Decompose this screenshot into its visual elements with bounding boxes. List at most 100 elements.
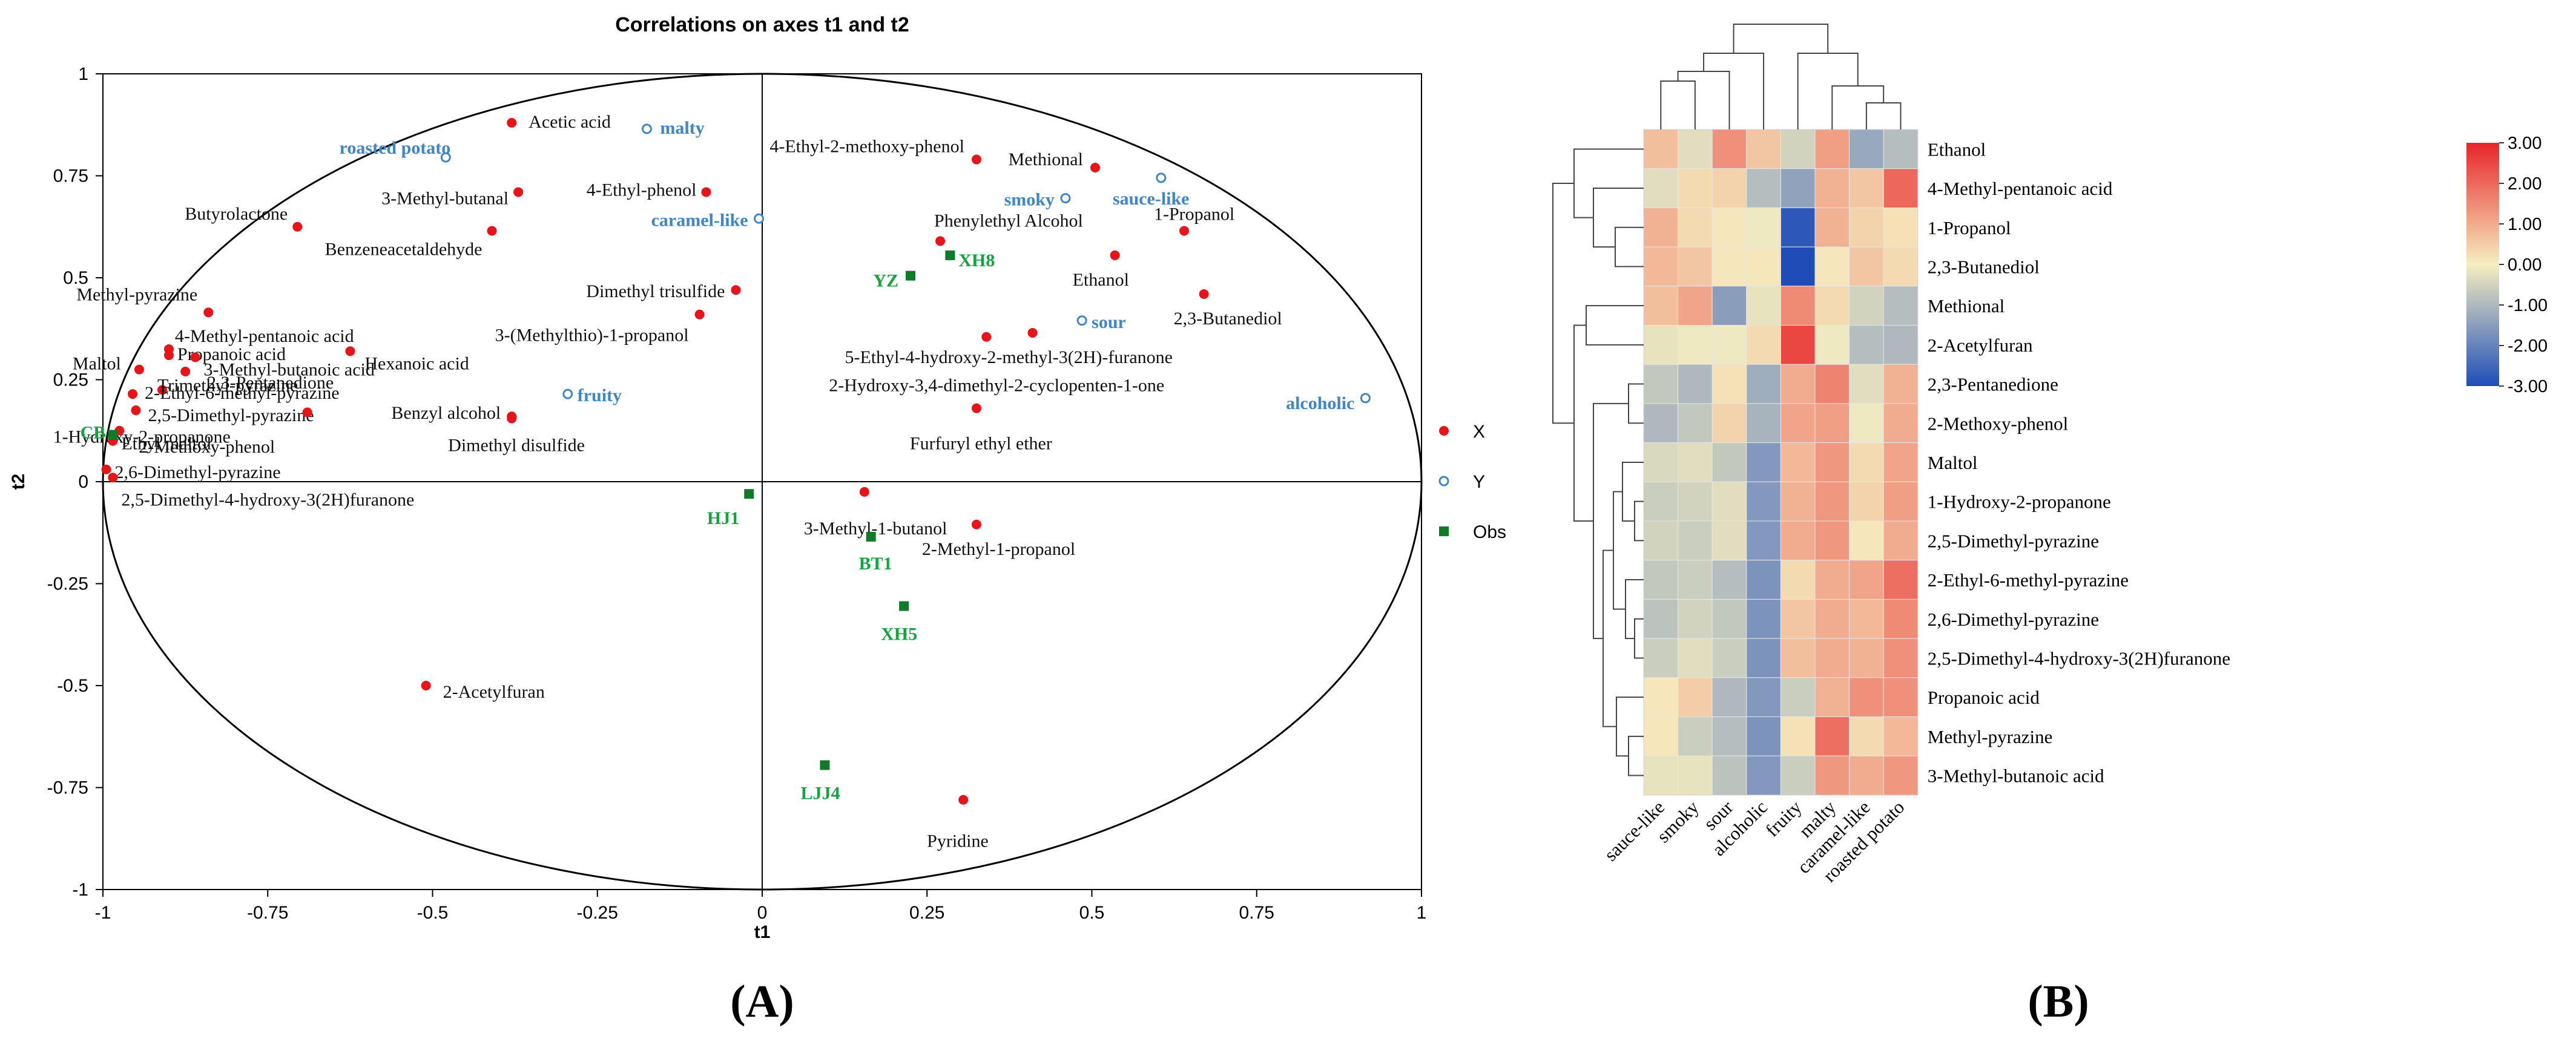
- heatmap-cell: [1814, 325, 1850, 365]
- heatmap-cell: [1711, 403, 1747, 444]
- heatmap-row-label: Ethanol: [1928, 139, 1986, 160]
- heatmap-cell: [1643, 598, 1679, 639]
- dendrogram-link: [1628, 383, 1644, 424]
- heatmap-cell: [1711, 755, 1747, 796]
- heatmap-cell: [1711, 325, 1747, 365]
- point-label: Maltol: [73, 354, 121, 374]
- heatmap-cell: [1711, 716, 1747, 756]
- heatmap-cell: [1780, 403, 1816, 444]
- panel-label-b: (B): [2028, 976, 2089, 1027]
- heatmap-cell: [1780, 207, 1816, 247]
- dendrogram-link: [1573, 148, 1644, 218]
- x-variable-point: [157, 385, 168, 395]
- point-label: Butyrolactone: [185, 204, 288, 224]
- heatmap-cell: [1883, 129, 1919, 169]
- heatmap-cell: [1814, 481, 1850, 522]
- y-tick-label: 0.5: [63, 268, 88, 288]
- heatmap-cell: [1814, 364, 1850, 404]
- dendrogram-link: [1628, 735, 1644, 776]
- dendrogram-link: [1634, 618, 1644, 659]
- colorbar-tick-label: -3.00: [2508, 377, 2548, 396]
- legend-label: Obs: [1473, 522, 1506, 542]
- point-label: CB: [81, 422, 106, 442]
- heatmap-cell: [1849, 286, 1884, 326]
- dendrogram-link: [1586, 305, 1644, 346]
- point-label: YZ: [873, 271, 898, 291]
- heatmap-cell: [1780, 364, 1816, 404]
- heatmap-cell: [1678, 481, 1713, 522]
- point-label: 2,3-Butanediol: [1174, 309, 1282, 329]
- x-tick-label: -0.75: [247, 903, 288, 923]
- x-tick-label: 0.75: [1239, 903, 1274, 923]
- series-y: malty roasted potato caramel-like smoky sauc…: [340, 118, 1371, 413]
- heatmap-cell: [1711, 246, 1747, 287]
- point-label: 2,6-Dimethyl-pyrazine: [114, 462, 280, 482]
- heatmap-cell: [1883, 560, 1919, 600]
- x-variable-point: [128, 389, 138, 399]
- heatmap-cell: [1711, 442, 1747, 482]
- y-tick-label: -0.25: [47, 574, 88, 594]
- heatmap-cell: [1883, 755, 1919, 796]
- heatmap-cell: [1643, 755, 1679, 796]
- legend-marker-y: [1438, 476, 1449, 487]
- heatmap-row-label: 2,3-Pentanedione: [1928, 374, 2058, 395]
- heatmap-cell: [1746, 403, 1781, 444]
- point-label: Furfuryl ethyl ether: [910, 434, 1052, 454]
- heatmap-row-label: Maltol: [1928, 452, 1978, 473]
- heatmap-cell: [1814, 442, 1850, 482]
- point-label: XH8: [958, 251, 995, 270]
- heatmap-cell: [1746, 325, 1781, 365]
- point-label: Hexanoic acid: [364, 353, 469, 373]
- point-label: 2-Hydroxy-3,4-dimethyl-2-cyclopenten-1-o…: [829, 376, 1164, 396]
- point-label: Phenylethyl Alcohol: [934, 211, 1083, 231]
- point-label: 2-Methoxy-phenol: [139, 437, 275, 457]
- x-variable-point: [190, 352, 200, 362]
- heatmap-cell: [1814, 207, 1850, 247]
- heatmap-cell: [1711, 638, 1747, 678]
- heatmap-cell: [1780, 286, 1816, 326]
- point-label: 2-Ethyl-6-methyl-pyrazine: [145, 383, 340, 403]
- heatmap-cell: [1883, 325, 1919, 365]
- point-label: 2,3-Pentanedione: [207, 373, 334, 393]
- heatmap-column-label: fruity: [1761, 796, 1806, 841]
- point-label: alcoholic: [1286, 393, 1354, 413]
- x-tick-label: 1: [1417, 903, 1427, 923]
- point-label: Ethyl maltol: [121, 434, 211, 454]
- colorbar-tick-label: 0.00: [2508, 255, 2541, 275]
- column-dendrogram: [1660, 24, 1902, 129]
- point-label: 3-(Methylthio)-1-propanol: [495, 326, 689, 346]
- colorbar-tick-label: 3.00: [2508, 134, 2541, 153]
- heatmap-cell: [1746, 598, 1781, 639]
- point-label: caramel-like: [651, 210, 748, 230]
- dendrogram-link: [1703, 53, 1765, 129]
- heatmap-cell: [1849, 520, 1884, 561]
- heatmap-cell: [1814, 403, 1850, 444]
- heatmap-cell: [1849, 129, 1884, 169]
- x-tick-label: 0.25: [909, 903, 944, 923]
- heatmap-row-label: 2-Ethyl-6-methyl-pyrazine: [1928, 569, 2129, 591]
- x-variable-point: [1027, 327, 1038, 338]
- x-variable-point: [180, 367, 191, 377]
- point-label: XH5: [881, 624, 917, 644]
- heatmap-cell: [1849, 755, 1884, 796]
- heatmap-cell: [1814, 716, 1850, 756]
- y-tick-label: -1: [72, 880, 88, 900]
- heatmap-cell: [1814, 677, 1850, 718]
- heatmap-cell: [1678, 638, 1713, 678]
- dendrogram-link: [1660, 80, 1696, 129]
- heatmap-cell: [1678, 403, 1713, 444]
- colorbar-tick-label: -1.00: [2508, 296, 2548, 315]
- heatmap-cell: [1849, 168, 1884, 208]
- point-label: Ethanol: [1073, 270, 1129, 290]
- point-label: roasted potato: [340, 138, 451, 158]
- point-label: sauce-like: [1113, 189, 1190, 209]
- colorbar-tick-label: -2.00: [2508, 336, 2548, 356]
- y-tick-label: 0.25: [53, 370, 88, 390]
- heatmap-row-label: 2-Acetylfuran: [1928, 335, 2033, 356]
- heatmap-cell: [1849, 560, 1884, 600]
- heatmap-cell: [1711, 560, 1747, 600]
- point-label: Benzeneacetaldehyde: [325, 239, 483, 259]
- heatmap-cell: [1849, 481, 1884, 522]
- heatmap-cell: [1849, 207, 1884, 247]
- point-label: 5-Ethyl-4-hydroxy-2-methyl-3(2H)-furanon…: [845, 347, 1173, 367]
